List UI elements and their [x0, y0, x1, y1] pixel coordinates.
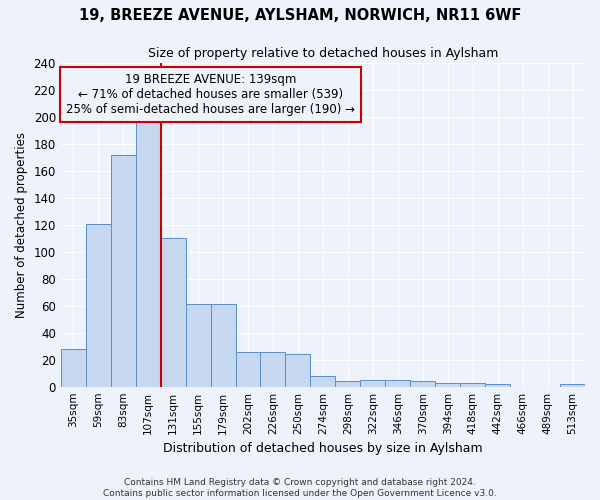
Y-axis label: Number of detached properties: Number of detached properties	[15, 132, 28, 318]
Bar	[435, 382, 460, 386]
Text: Contains HM Land Registry data © Crown copyright and database right 2024.
Contai: Contains HM Land Registry data © Crown c…	[103, 478, 497, 498]
Text: 19, BREEZE AVENUE, AYLSHAM, NORWICH, NR11 6WF: 19, BREEZE AVENUE, AYLSHAM, NORWICH, NR1…	[79, 8, 521, 22]
Bar	[335, 382, 361, 386]
Text: 19 BREEZE AVENUE: 139sqm
← 71% of detached houses are smaller (539)
25% of semi-: 19 BREEZE AVENUE: 139sqm ← 71% of detach…	[65, 73, 355, 116]
Bar	[385, 380, 410, 386]
Bar	[136, 122, 161, 386]
Bar	[260, 352, 286, 386]
Bar	[211, 304, 236, 386]
Title: Size of property relative to detached houses in Aylsham: Size of property relative to detached ho…	[148, 48, 498, 60]
Bar	[86, 224, 111, 386]
Bar	[61, 349, 86, 387]
Bar	[236, 352, 260, 386]
Bar	[460, 382, 485, 386]
Bar	[310, 376, 335, 386]
Bar	[185, 304, 211, 386]
X-axis label: Distribution of detached houses by size in Aylsham: Distribution of detached houses by size …	[163, 442, 483, 455]
Bar	[286, 354, 310, 386]
Bar	[161, 238, 185, 386]
Bar	[410, 382, 435, 386]
Bar	[485, 384, 510, 386]
Bar	[361, 380, 385, 386]
Bar	[111, 154, 136, 386]
Bar	[560, 384, 585, 386]
